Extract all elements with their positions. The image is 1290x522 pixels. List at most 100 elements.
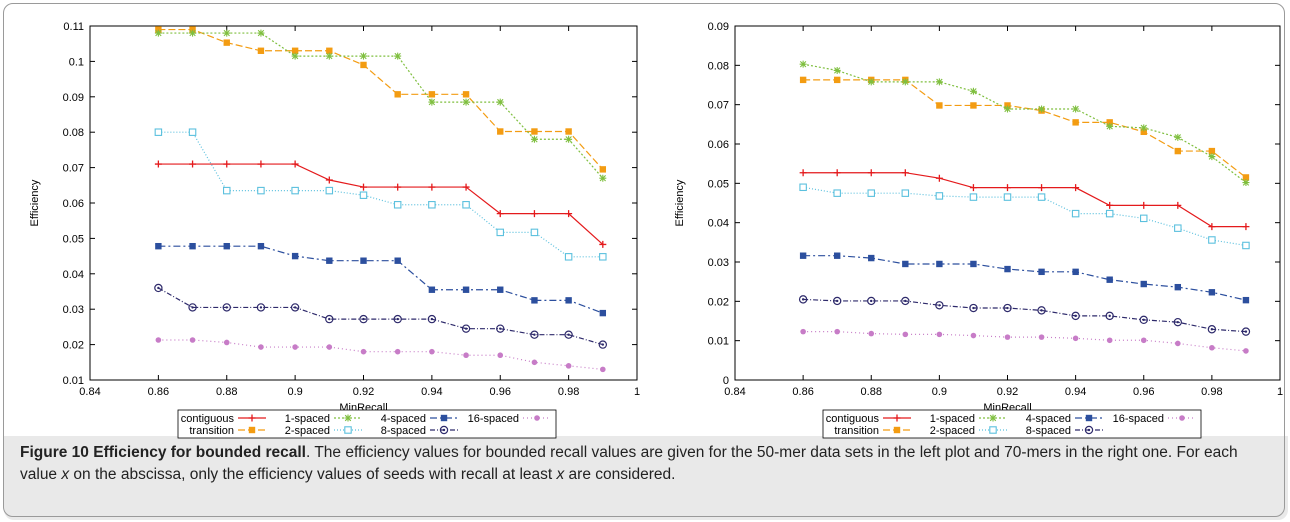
y-tick-label: 0.08 [63, 127, 84, 139]
x-tick-label: 1 [634, 386, 640, 398]
8-spaced-point [832, 296, 842, 306]
x-tick-label: 0.96 [490, 386, 511, 398]
series-line [158, 287, 603, 346]
1-spaced-point [935, 78, 943, 86]
contiguous-point [154, 160, 162, 168]
4-spaced-point [257, 242, 265, 250]
1-spaced-point [1038, 105, 1046, 113]
series-contiguous [799, 169, 1250, 231]
y-tick-label: 0.01 [708, 336, 729, 348]
x-tick-label: 0.84 [724, 386, 745, 398]
legend-label: 4-spaced [381, 413, 426, 425]
16-spaced-point [1106, 337, 1113, 344]
series-line [803, 255, 1247, 301]
legend-label: 8-spaced [1026, 425, 1071, 437]
4-spaced-point [291, 252, 299, 260]
legend-label: 16-spaced [1113, 413, 1164, 425]
16-spaced-point [1243, 348, 1249, 354]
contiguous-point [1208, 223, 1216, 231]
series-line [803, 186, 1247, 247]
16-spaced-point [189, 337, 196, 343]
4-spaced-point [1072, 268, 1079, 276]
y-tick-label: 0.05 [708, 178, 729, 190]
contiguous-point [901, 169, 909, 177]
contiguous-point [1140, 201, 1148, 209]
4-spaced-point [1038, 268, 1045, 276]
16-spaced-point [1175, 340, 1181, 347]
16-spaced-point [258, 344, 264, 350]
legend-label: 4-spaced [1026, 413, 1071, 425]
legend-16-spaced-point [1179, 415, 1185, 421]
caption-text-3: are considered. [564, 466, 676, 483]
1-spaced-point [257, 29, 265, 37]
8-spaced-point [154, 283, 163, 293]
contiguous-point [1174, 201, 1182, 209]
16-spaced-point [1209, 344, 1215, 351]
series-line [803, 298, 1246, 333]
16-spaced-point [463, 352, 469, 359]
4-spaced-point [360, 257, 367, 264]
1-spaced-point [901, 78, 909, 86]
series-line [803, 63, 1247, 184]
2-spaced-point [428, 201, 436, 209]
contiguous-point [496, 210, 504, 218]
contiguous-point [189, 160, 197, 168]
x-tick-label: 0.92 [997, 386, 1018, 398]
8-spaced-point [1207, 325, 1217, 334]
4-spaced-point [531, 297, 538, 304]
16-spaced-point [1004, 334, 1011, 340]
2-spaced-point [867, 189, 875, 197]
1-spaced-point [1072, 105, 1080, 113]
contiguous-point [360, 183, 367, 191]
y-tick-label: 0.09 [708, 21, 729, 33]
y-tick-label: 0 [723, 375, 729, 387]
2-spaced-point [901, 189, 910, 197]
contiguous-point [599, 240, 607, 248]
legend: contiguous 1-spaced 4-spaced 16-spaced trans… [822, 409, 1202, 439]
caption-text-2: on the abscissa, only the efficiency val… [69, 466, 557, 483]
4-spaced-point [970, 260, 977, 268]
legend-label: 2-spaced [930, 425, 975, 437]
8-spaced-point [427, 314, 437, 324]
16-spaced-point [223, 339, 230, 346]
x-tick-label: 0.92 [353, 386, 374, 398]
contiguous-point [935, 174, 943, 182]
x-tick-label: 0.86 [792, 386, 813, 398]
16-spaced-point [800, 328, 806, 335]
1-spaced-point [1106, 122, 1114, 130]
8-spaced-point [222, 303, 231, 312]
1-spaced-point [1004, 105, 1011, 113]
4-spaced-point [428, 286, 436, 293]
contiguous-point [394, 183, 402, 191]
8-spaced-point [1071, 311, 1080, 321]
x-tick-label: 0.9 [932, 386, 947, 398]
transition-point [936, 102, 943, 109]
transition-point [531, 128, 538, 135]
y-tick-label: 0.01 [63, 375, 84, 387]
legend-label: 1-spaced [930, 413, 975, 425]
2-spaced-point [969, 193, 978, 201]
16-spaced-point [531, 359, 538, 366]
series-16-spaced [800, 328, 1249, 354]
y-tick-label: 0.02 [708, 296, 729, 308]
8-spaced-point [1003, 303, 1012, 313]
4-spaced-point [833, 252, 841, 259]
transition-point [1106, 119, 1113, 126]
4-spaced-point [1004, 265, 1011, 273]
4-spaced-point [799, 252, 807, 259]
contiguous-point [1038, 184, 1046, 192]
8-spaced-point [901, 296, 910, 306]
16-spaced-point [292, 344, 298, 350]
legend-contiguous-point [893, 414, 901, 422]
2-spaced-point [359, 191, 368, 199]
y-tick-label: 0.07 [708, 100, 729, 112]
2-spaced-point [1208, 236, 1216, 244]
series-8-spaced [798, 295, 1251, 336]
1-spaced-point [969, 87, 977, 95]
2-spaced-point [496, 228, 504, 237]
series-line [158, 28, 604, 170]
4-spaced-point [394, 257, 401, 264]
series-4-spaced [799, 252, 1250, 304]
16-spaced-point [394, 348, 401, 355]
y-tick-label: 0.02 [63, 340, 84, 352]
